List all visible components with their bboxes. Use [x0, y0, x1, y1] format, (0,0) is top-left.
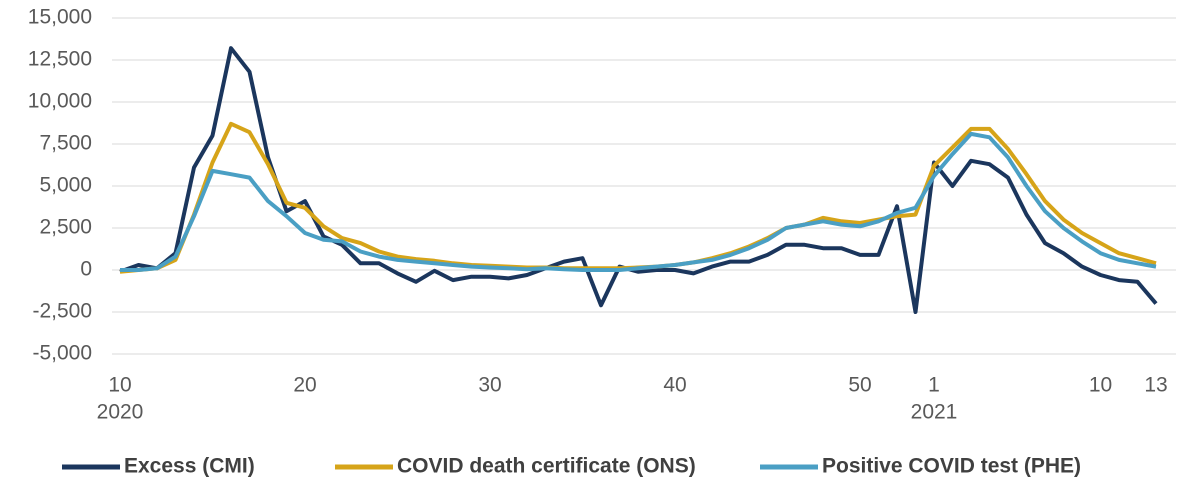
- x-tick-label: 40: [663, 374, 686, 397]
- y-tick-label: 5,000: [39, 174, 92, 197]
- x-year-label: 2021: [911, 401, 958, 424]
- y-tick-label: 15,000: [28, 6, 92, 29]
- y-tick-label: 2,500: [39, 216, 92, 239]
- series-line: [119, 46, 1158, 314]
- x-tick-label: 30: [478, 374, 501, 397]
- legend-label: Excess (CMI): [124, 455, 255, 478]
- y-tick-label: 7,500: [39, 132, 92, 155]
- x-tick-label: 20: [293, 374, 316, 397]
- y-tick-label: 10,000: [28, 90, 92, 113]
- y-tick-label: -5,000: [32, 342, 92, 365]
- x-year-label: 2020: [97, 401, 144, 424]
- series-line: [119, 121, 1157, 274]
- y-tick-label: -2,500: [32, 300, 92, 323]
- series-line: [120, 131, 1157, 272]
- legend-label: COVID death certificate (ONS): [397, 455, 696, 478]
- y-tick-label: 0: [80, 258, 92, 281]
- x-tick-label: 13: [1144, 374, 1167, 397]
- x-tick-label: 10: [108, 374, 131, 397]
- x-tick-label: 1: [928, 374, 940, 397]
- x-tick-label: 50: [848, 374, 871, 397]
- legend-label: Positive COVID test (PHE): [822, 455, 1081, 478]
- y-tick-label: 12,500: [28, 48, 92, 71]
- x-tick-label: 10: [1089, 374, 1112, 397]
